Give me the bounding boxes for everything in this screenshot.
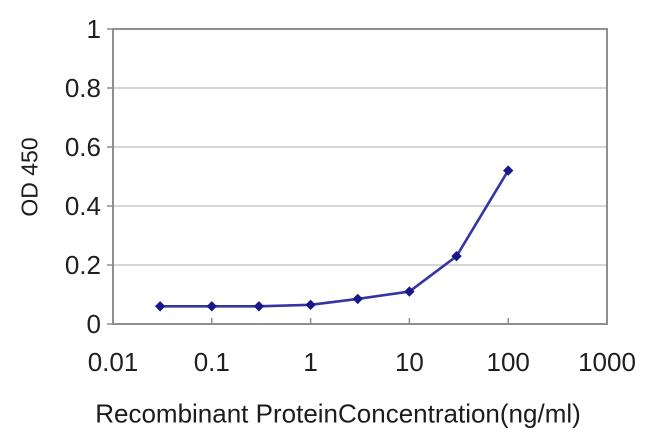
x-tick-label: 10: [395, 347, 424, 377]
y-tick-label: 0.6: [65, 132, 101, 162]
data-point-marker: [404, 286, 415, 297]
data-point-marker: [206, 301, 217, 312]
data-point-marker: [451, 250, 462, 262]
x-tick-label: 100: [487, 347, 530, 377]
data-point-marker: [253, 301, 265, 312]
data-point-marker: [305, 299, 316, 311]
x-tick-label: 1: [303, 347, 317, 377]
x-tick-label: 0.01: [88, 347, 139, 377]
x-tick-label: 1000: [578, 347, 636, 377]
y-tick-label: 0: [87, 309, 101, 339]
data-point-marker: [352, 293, 363, 305]
y-tick-label: 0.2: [65, 250, 101, 280]
series-line: [160, 169, 510, 308]
y-tick-label: 0.4: [65, 191, 101, 221]
y-tick-label: 1: [87, 14, 101, 44]
data-point-marker: [154, 301, 166, 312]
data-point-marker: [503, 165, 514, 176]
y-tick-label: 0.8: [65, 73, 101, 103]
x-tick-label: 0.1: [194, 347, 230, 377]
plot-border: [112, 28, 608, 325]
x-axis-title: Recombinant ProteinConcentration(ng/ml): [95, 398, 581, 429]
y-axis-title: OD 450: [16, 137, 43, 217]
